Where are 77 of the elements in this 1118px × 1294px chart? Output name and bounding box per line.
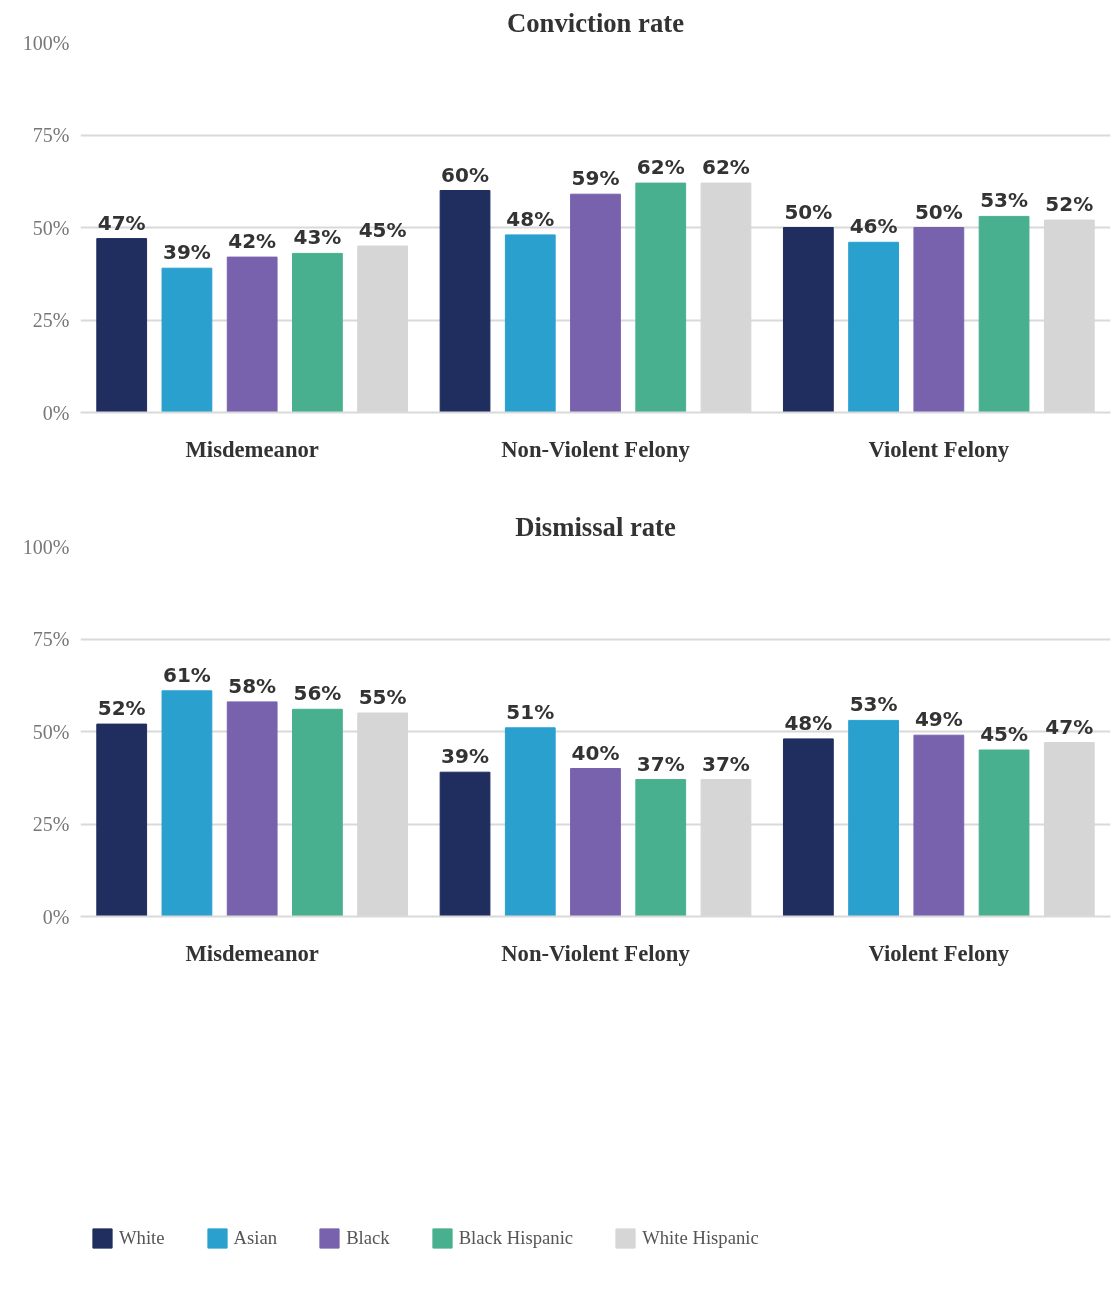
data-label: 62% xyxy=(702,155,750,180)
chart-title: Conviction rate xyxy=(507,7,685,38)
bar xyxy=(913,734,965,917)
y-tick-label: 0% xyxy=(42,905,70,928)
data-label: 53% xyxy=(980,188,1029,213)
y-tick-label: 100% xyxy=(22,31,70,54)
bar xyxy=(439,190,491,413)
data-label: 52% xyxy=(1045,192,1094,217)
data-label: 53% xyxy=(849,692,898,717)
bar xyxy=(782,738,834,917)
bar xyxy=(635,779,687,917)
data-label: 47% xyxy=(1045,714,1094,739)
data-label: 49% xyxy=(914,707,963,732)
data-label: 39% xyxy=(163,240,211,265)
data-label: 39% xyxy=(441,744,489,769)
y-tick-label: 0% xyxy=(42,401,70,424)
bar xyxy=(848,719,899,917)
data-label: 56% xyxy=(293,681,342,706)
bar xyxy=(504,234,556,413)
data-label: 52% xyxy=(97,696,146,721)
data-label: 50% xyxy=(914,199,963,224)
data-label: 45% xyxy=(980,722,1029,746)
y-tick-label: 100% xyxy=(22,535,70,558)
data-label: 61% xyxy=(163,662,211,687)
data-label: 45% xyxy=(358,218,407,242)
bar xyxy=(292,708,343,917)
bar xyxy=(226,256,278,413)
bar xyxy=(848,241,899,413)
data-label: 48% xyxy=(506,206,555,231)
data-label: 37% xyxy=(636,751,685,776)
data-label: 59% xyxy=(571,166,620,191)
legend-label: Asian xyxy=(233,1226,278,1250)
data-label: 47% xyxy=(97,210,146,235)
bar xyxy=(292,252,343,413)
bar xyxy=(978,749,1030,917)
legend-label: White Hispanic xyxy=(642,1226,759,1250)
chart-title: Dismissal rate xyxy=(515,511,676,542)
data-label: 37% xyxy=(702,751,750,776)
data-label: 60% xyxy=(441,162,489,187)
x-tick-label: Non-Violent Felony xyxy=(501,436,691,462)
data-label: 46% xyxy=(849,214,898,239)
y-tick-label: 75% xyxy=(32,124,70,146)
bar xyxy=(913,227,965,413)
bar xyxy=(978,215,1030,413)
y-tick-label: 50% xyxy=(32,216,70,239)
data-label: 51% xyxy=(506,699,555,724)
y-tick-label: 25% xyxy=(32,813,70,835)
data-label: 50% xyxy=(784,199,833,224)
y-tick-label: 25% xyxy=(32,309,70,331)
data-label: 48% xyxy=(784,710,833,735)
x-tick-label: Violent Felony xyxy=(868,436,1010,462)
data-label: 42% xyxy=(228,229,277,254)
legend-label: Black Hispanic xyxy=(458,1226,574,1250)
data-label: 40% xyxy=(571,740,620,765)
bar xyxy=(635,182,687,413)
bar xyxy=(96,238,148,413)
legend-label: Black xyxy=(346,1226,390,1250)
data-label: 55% xyxy=(358,685,407,709)
bar xyxy=(782,227,834,413)
legend-label: White xyxy=(119,1226,165,1250)
bar xyxy=(96,723,148,917)
y-tick-label: 75% xyxy=(32,628,70,650)
x-tick-label: Misdemeanor xyxy=(185,940,319,966)
bar xyxy=(570,193,621,413)
x-tick-label: Misdemeanor xyxy=(185,436,319,462)
bar xyxy=(161,267,213,413)
bar xyxy=(161,690,213,917)
bar xyxy=(439,771,491,917)
bar xyxy=(504,727,556,917)
data-label: 43% xyxy=(293,225,342,250)
y-tick-label: 50% xyxy=(32,720,70,743)
x-tick-label: Non-Violent Felony xyxy=(501,940,691,966)
data-label: 62% xyxy=(636,155,685,180)
bar xyxy=(570,768,621,917)
x-tick-label: Violent Felony xyxy=(868,940,1010,966)
data-label: 58% xyxy=(228,673,277,698)
bar xyxy=(226,701,278,917)
